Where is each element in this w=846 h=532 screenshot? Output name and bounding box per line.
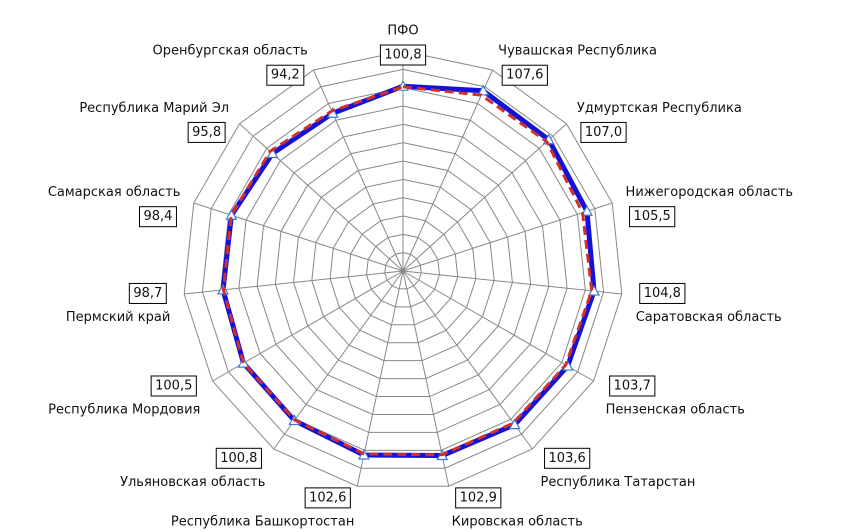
value-box (215, 447, 262, 469)
category-label: ПФО (387, 24, 418, 39)
category-label: Республика Мордовия (48, 403, 200, 418)
grid-ring (220, 87, 586, 451)
value-box (266, 64, 305, 86)
value-label: 94,2 (266, 64, 305, 86)
value-box (150, 375, 197, 397)
spoke (184, 270, 404, 295)
value-box (639, 282, 686, 304)
grid-ring (238, 105, 568, 433)
value-box (629, 206, 676, 228)
value-label: 98,7 (128, 282, 167, 304)
spoke (239, 123, 404, 272)
category-label: Республика Марий Эл (79, 101, 229, 116)
marker (508, 418, 521, 430)
value-box (580, 121, 627, 143)
category-label: Саратовская область (636, 310, 782, 325)
value-label: 103,7 (609, 375, 656, 397)
category-label: Нижегородская область (626, 185, 793, 200)
category-label: Ульяновская область (120, 475, 265, 490)
grid-ring (329, 197, 477, 344)
value-text: 102,6 (309, 490, 346, 505)
value-label: 104,8 (639, 282, 686, 304)
value-text: 95,8 (192, 125, 221, 140)
grid-ring (183, 50, 623, 487)
value-box (128, 282, 167, 304)
grid-ring (256, 123, 550, 415)
value-label: 105,5 (629, 206, 676, 228)
category-label: Самарская область (48, 185, 181, 200)
value-label: 107,0 (580, 121, 627, 143)
spoke (402, 270, 622, 295)
spoke (402, 69, 493, 272)
category-label: Удмуртская Республика (577, 101, 742, 116)
value-label: 102,6 (304, 487, 351, 509)
value-text: 98,7 (133, 286, 162, 301)
value-text: 94,2 (271, 68, 300, 83)
value-label: 100,8 (215, 447, 262, 469)
spoke (402, 202, 613, 272)
value-label: 102,9 (455, 487, 502, 509)
value-label: 103,6 (544, 447, 591, 469)
value-text: 100,8 (384, 48, 421, 63)
value-label: 100,5 (150, 375, 197, 397)
spoke (313, 69, 404, 272)
grid-ring (293, 160, 513, 380)
value-box (609, 375, 656, 397)
value-box (379, 44, 427, 66)
series-line (221, 85, 594, 457)
value-text: 100,5 (155, 379, 192, 394)
grid-ring (366, 233, 440, 308)
category-label: Республика Татарстан (541, 475, 696, 490)
spoke (356, 270, 404, 487)
value-text: 105,5 (634, 209, 671, 224)
grid-ring (201, 68, 605, 469)
value-text: 104,8 (644, 286, 681, 301)
category-label: Пермский край (66, 310, 170, 325)
value-box (304, 487, 351, 509)
grid-ring (311, 178, 495, 362)
value-text: 98,4 (143, 209, 172, 224)
category-label: Чувашская Республика (498, 44, 657, 59)
value-text: 102,9 (460, 490, 497, 505)
value-text: 107,6 (506, 68, 543, 83)
marker (588, 284, 601, 296)
category-label: Пензенская область (606, 403, 745, 418)
spoke (402, 270, 533, 450)
marker (477, 84, 490, 96)
value-box (544, 447, 591, 469)
grid-ring (274, 142, 532, 398)
category-label: Оренбургская область (152, 44, 307, 59)
value-text: 100,8 (220, 451, 257, 466)
value-box (138, 206, 177, 228)
value-label: 100,8 (379, 44, 427, 66)
value-label: 95,8 (187, 121, 226, 143)
marker (580, 204, 593, 216)
value-label: 107,6 (501, 64, 548, 86)
value-text: 103,7 (614, 379, 651, 394)
spoke (402, 123, 567, 272)
grid-ring (347, 215, 459, 326)
spoke (402, 270, 594, 382)
value-text: 103,6 (549, 451, 586, 466)
value-box (455, 487, 502, 509)
spoke (402, 270, 450, 487)
value-box (501, 64, 548, 86)
category-label: Республика Башкортостан (171, 514, 354, 529)
value-label: 98,4 (138, 206, 177, 228)
value-text: 107,0 (585, 125, 622, 140)
value-box (187, 121, 226, 143)
grid-ring (384, 252, 422, 290)
category-label: Кировская область (452, 514, 583, 529)
